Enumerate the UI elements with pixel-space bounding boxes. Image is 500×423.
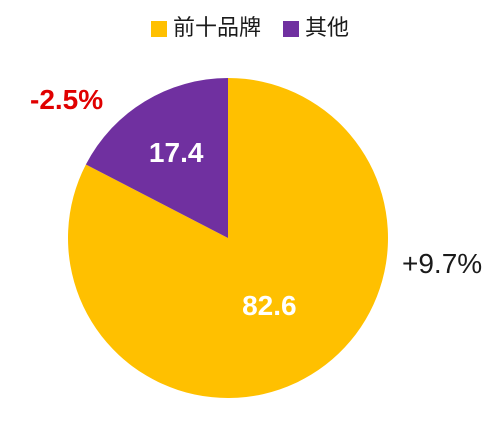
legend-swatch-top-ten-brands xyxy=(150,21,167,37)
chart-legend: 前十品牌 其他 xyxy=(0,18,500,40)
legend-swatch-others xyxy=(283,21,299,37)
slice-others xyxy=(85,78,229,238)
slice-value-label-top-ten-brands: 82.6 xyxy=(242,290,297,322)
slice-top-ten-brands xyxy=(67,78,388,399)
change-label-others: -2.5% xyxy=(30,84,104,115)
slice-value-label-others: 17.4 xyxy=(148,137,204,169)
change-label-top-ten-brands: +9.7% xyxy=(402,248,483,279)
legend-label-top-ten-brands: 前十品牌 xyxy=(172,16,261,41)
legend-item-others: 其他 xyxy=(283,18,349,40)
legend-label-others: 其他 xyxy=(305,16,350,41)
legend-item-top-ten-brands: 前十品牌 xyxy=(150,16,261,41)
